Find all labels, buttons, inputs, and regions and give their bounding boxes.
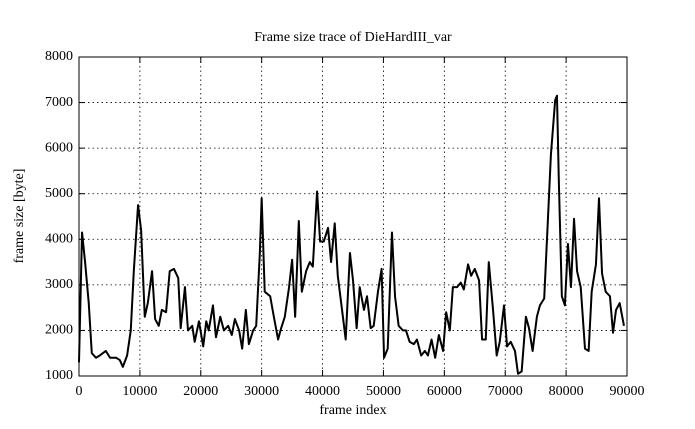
y-tick-label: 4000 <box>45 232 73 247</box>
x-tick-label: 90000 <box>610 384 645 399</box>
x-axis-label: frame index <box>319 403 386 418</box>
y-tick-label: 3000 <box>45 277 73 292</box>
chart-title: Frame size trace of DieHardIII_var <box>254 30 452 45</box>
y-tick-label: 5000 <box>45 186 73 201</box>
y-tick-label: 1000 <box>45 368 73 383</box>
x-tick-label: 30000 <box>244 384 279 399</box>
y-axis-label: frame size [byte] <box>12 169 27 264</box>
y-tick-label: 2000 <box>45 323 73 338</box>
x-tick-label: 0 <box>76 384 83 399</box>
x-tick-label: 10000 <box>122 384 157 399</box>
x-tick-label: 60000 <box>427 384 462 399</box>
y-tick-label: 6000 <box>45 140 73 155</box>
x-tick-label: 80000 <box>549 384 584 399</box>
x-tick-label: 40000 <box>305 384 340 399</box>
x-tick-label: 20000 <box>183 384 218 399</box>
x-tick-label: 50000 <box>366 384 401 399</box>
x-tick-label: 70000 <box>488 384 523 399</box>
y-tick-label: 8000 <box>45 49 73 64</box>
plot-frame <box>78 56 628 377</box>
y-tick-label: 7000 <box>45 95 73 110</box>
data-line <box>78 94 625 375</box>
